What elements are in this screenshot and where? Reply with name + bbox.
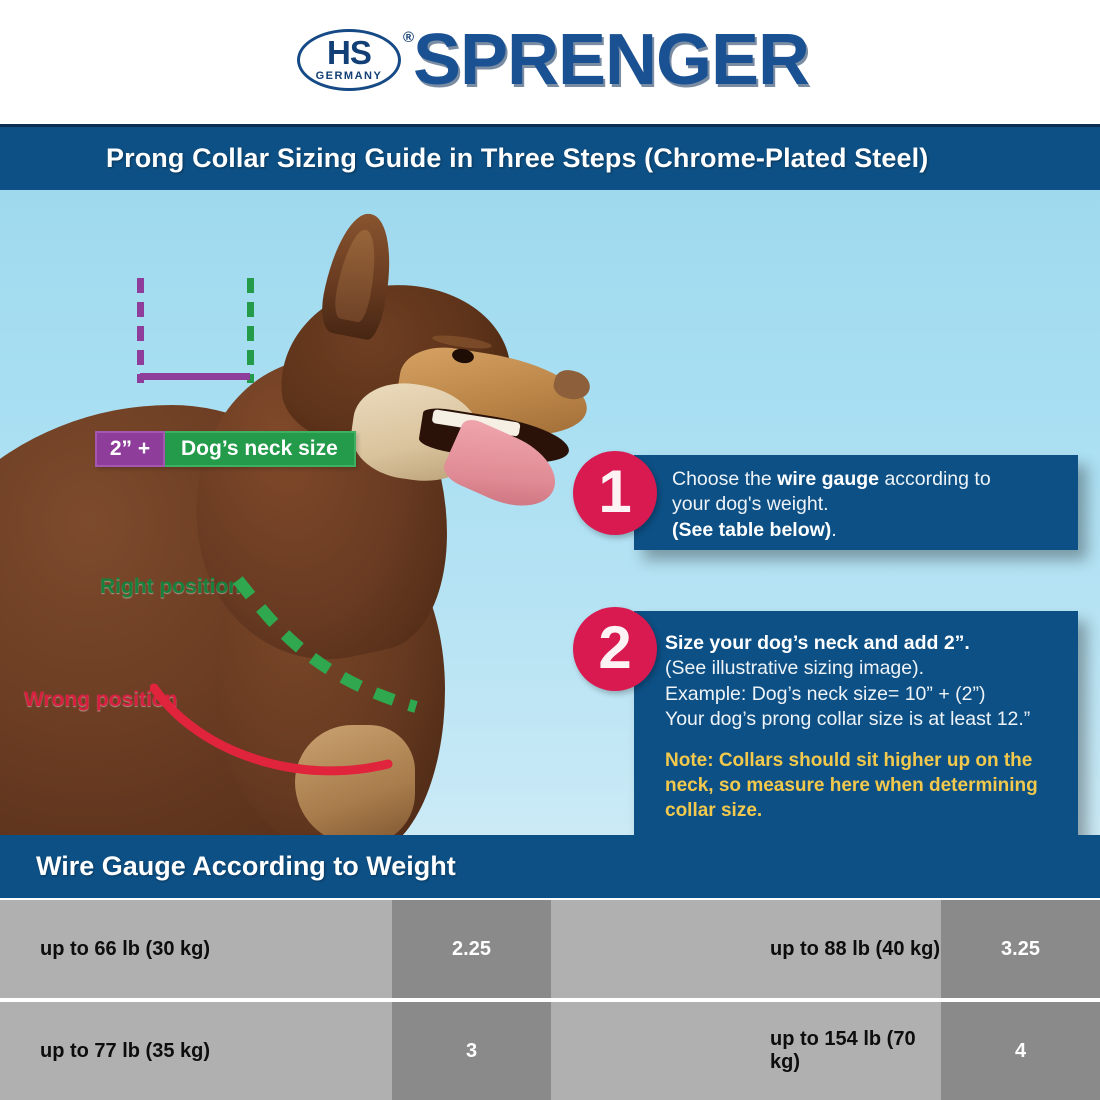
purple-measure-span-line xyxy=(140,373,250,380)
step-1-number-badge: 1 xyxy=(573,451,657,535)
table-cell-gauge-right: 3.25 xyxy=(941,900,1100,998)
step-2-text: Size your dog’s neck and add 2”. (See il… xyxy=(665,631,1070,823)
table-cell-gauge-right: 4 xyxy=(941,1002,1100,1100)
dog-photo-illustration xyxy=(0,190,600,835)
table-heading-band: Wire Gauge According to Weight xyxy=(0,835,1100,898)
page-title-band: Prong Collar Sizing Guide in Three Steps… xyxy=(0,124,1100,190)
table-row: up to 66 lb (30 kg) 2.25 up to 88 lb (40… xyxy=(0,900,1100,998)
step-1-line1-b: according to xyxy=(879,468,991,490)
logo-wordmark: SPRENGER xyxy=(412,20,810,100)
measure-neck-size-label: Dog’s neck size xyxy=(165,431,356,467)
brand-logo-bar: HS GERMANY ® SPRENGER xyxy=(0,0,1100,124)
dog-belly-shape xyxy=(295,725,415,835)
logo-oval-shape xyxy=(296,29,401,91)
wrong-position-label: Wrong position xyxy=(24,688,178,711)
step-1-panel xyxy=(634,455,1078,550)
step-1-see-table-emphasis: (See table below) xyxy=(672,518,832,541)
table-row: up to 77 lb (35 kg) 3 up to 154 lb (70 k… xyxy=(0,1002,1100,1100)
table-cell-weight-right: up to 154 lb (70 kg) xyxy=(551,1002,941,1100)
red-wrong-collar-curve-icon xyxy=(150,683,393,776)
step-2-line4: Your dog’s prong collar size is at least… xyxy=(665,708,1031,731)
table-cell-gauge-left: 2.25 xyxy=(392,900,551,998)
step-2-note: Note: Collars should sit higher up on th… xyxy=(665,750,1038,821)
step-2-line1: Size your dog’s neck and add 2”. xyxy=(665,632,970,654)
step-1-line1-a: Choose the xyxy=(672,468,778,490)
measurement-callout-bar: 2” + Dog’s neck size xyxy=(95,431,356,467)
measure-add-two-inches-label: 2” + xyxy=(95,431,165,467)
step-1-wire-gauge-emphasis: wire gauge xyxy=(777,468,880,490)
table-heading: Wire Gauge According to Weight xyxy=(36,851,456,881)
logo-initials: HS xyxy=(327,34,372,71)
step-2-line3: Example: Dog’s neck size= 10” + (2”) xyxy=(665,682,986,705)
table-cell-weight-left: up to 77 lb (35 kg) xyxy=(0,1002,392,1100)
step-2-line2: (See illustrative sizing image). xyxy=(665,657,925,680)
table-cell-weight-right: up to 88 lb (40 kg) xyxy=(551,900,941,998)
table-cell-gauge-left: 3 xyxy=(392,1002,551,1100)
purple-dashed-guide-line xyxy=(137,278,144,383)
logo: HS GERMANY ® SPRENGER xyxy=(291,20,810,100)
step-1-line3-after: . xyxy=(831,518,837,541)
right-position-label: Right position xyxy=(100,575,242,598)
step-1-text: Choose the wire gauge according to your … xyxy=(672,467,1072,543)
wire-gauge-table: up to 66 lb (30 kg) 2.25 up to 88 lb (40… xyxy=(0,900,1100,1100)
step-2-panel xyxy=(634,611,1078,835)
green-dashed-collar-line-icon xyxy=(233,576,418,713)
table-cell-weight-left: up to 66 lb (30 kg) xyxy=(0,900,392,998)
hero-photo-area: 2” + Dog’s neck size Right position Wron… xyxy=(0,190,1100,835)
green-dashed-guide-line xyxy=(247,278,254,383)
logo-country-label: GERMANY xyxy=(315,70,383,82)
step-1-line2: your dog's weight. xyxy=(672,493,829,516)
registered-trademark-icon: ® xyxy=(402,29,415,46)
hs-oval-logo-icon: HS GERMANY ® xyxy=(291,23,414,97)
page-title: Prong Collar Sizing Guide in Three Steps… xyxy=(106,143,929,173)
step-2-number-badge: 2 xyxy=(573,607,657,691)
